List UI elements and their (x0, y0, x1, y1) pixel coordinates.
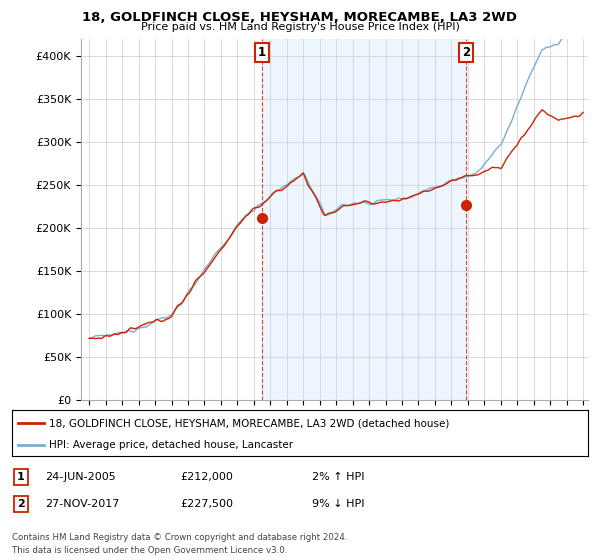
Text: Price paid vs. HM Land Registry's House Price Index (HPI): Price paid vs. HM Land Registry's House … (140, 22, 460, 32)
Text: 18, GOLDFINCH CLOSE, HEYSHAM, MORECAMBE, LA3 2WD: 18, GOLDFINCH CLOSE, HEYSHAM, MORECAMBE,… (83, 11, 517, 24)
Text: 2% ↑ HPI: 2% ↑ HPI (312, 472, 365, 482)
Text: 2: 2 (17, 499, 25, 509)
Text: Contains HM Land Registry data © Crown copyright and database right 2024.: Contains HM Land Registry data © Crown c… (12, 533, 347, 542)
Text: 1: 1 (257, 45, 266, 59)
Text: £227,500: £227,500 (180, 499, 233, 509)
Text: £212,000: £212,000 (180, 472, 233, 482)
Text: HPI: Average price, detached house, Lancaster: HPI: Average price, detached house, Lanc… (49, 440, 293, 450)
Text: 24-JUN-2005: 24-JUN-2005 (45, 472, 116, 482)
Text: 9% ↓ HPI: 9% ↓ HPI (312, 499, 365, 509)
Text: 18, GOLDFINCH CLOSE, HEYSHAM, MORECAMBE, LA3 2WD (detached house): 18, GOLDFINCH CLOSE, HEYSHAM, MORECAMBE,… (49, 418, 450, 428)
Text: 27-NOV-2017: 27-NOV-2017 (45, 499, 119, 509)
Text: 1: 1 (17, 472, 25, 482)
Text: This data is licensed under the Open Government Licence v3.0.: This data is licensed under the Open Gov… (12, 546, 287, 555)
Text: 2: 2 (462, 45, 470, 59)
